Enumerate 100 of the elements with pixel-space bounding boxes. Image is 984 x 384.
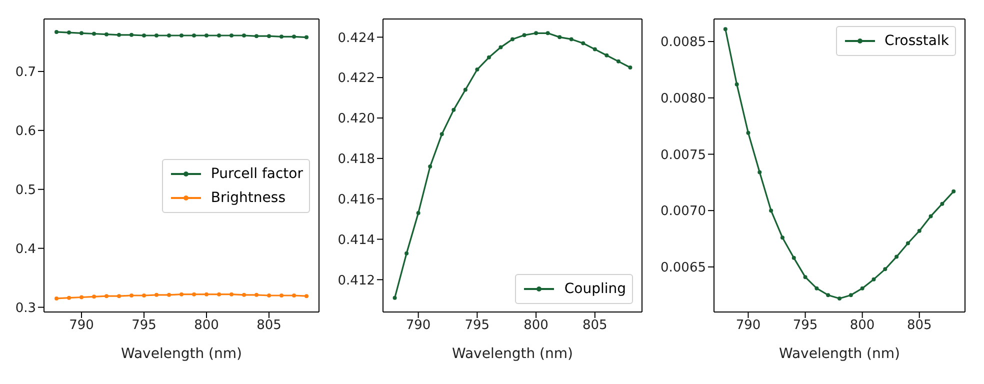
- x-tick-label: 800: [850, 318, 875, 334]
- x-axis-title: Wavelength (nm): [452, 346, 573, 362]
- point: [792, 256, 796, 260]
- point: [80, 31, 84, 36]
- point: [581, 41, 586, 46]
- point: [130, 293, 134, 298]
- legend-label: Purcell factor: [210, 165, 303, 184]
- point: [230, 34, 234, 38]
- y-tick-label: 0.6: [15, 124, 36, 140]
- point: [92, 294, 96, 299]
- point: [280, 34, 284, 39]
- x-tick-label: 795: [132, 318, 156, 334]
- y-tick-label: 0.7: [15, 65, 36, 80]
- y-tick-label: 0.422: [338, 71, 375, 86]
- point: [117, 294, 121, 298]
- point: [392, 296, 397, 300]
- point: [404, 251, 409, 256]
- y-tick-label: 0.3: [15, 300, 36, 316]
- point: [292, 34, 296, 39]
- point: [154, 34, 158, 38]
- point: [254, 292, 258, 297]
- point: [280, 293, 284, 298]
- point: [906, 241, 910, 246]
- x-tick-label: 790: [406, 318, 431, 334]
- point: [267, 293, 271, 298]
- y-tick-label: 0.424: [338, 30, 375, 46]
- y-tick-label: 0.0080: [660, 92, 706, 106]
- y-tick-label: 0.412: [338, 273, 375, 288]
- legend-label: Coupling: [564, 280, 626, 299]
- point: [723, 27, 728, 32]
- point: [522, 33, 526, 38]
- y-tick-label: 0.4: [15, 242, 36, 257]
- point: [734, 82, 739, 86]
- point: [769, 208, 774, 213]
- point: [486, 55, 491, 60]
- y-tick-label: 0.0065: [660, 260, 706, 276]
- point: [416, 210, 420, 215]
- point: [616, 59, 620, 64]
- y-tick-label: 0.416: [338, 192, 375, 208]
- point: [428, 164, 432, 169]
- point: [154, 292, 158, 297]
- point: [142, 34, 146, 38]
- point: [104, 32, 108, 36]
- x-axis-title: Wavelength (nm): [121, 346, 242, 362]
- x-axis-title: Wavelength (nm): [779, 346, 900, 362]
- point: [452, 108, 456, 112]
- point: [872, 277, 876, 282]
- point: [838, 296, 842, 300]
- point: [746, 130, 750, 135]
- point: [67, 296, 71, 300]
- point: [546, 31, 550, 36]
- point: [940, 202, 944, 206]
- x-tick-label: 790: [69, 318, 94, 334]
- point: [604, 53, 609, 58]
- point: [558, 35, 562, 40]
- point: [952, 189, 956, 194]
- point: [267, 34, 271, 38]
- x-tick-label: 795: [792, 318, 818, 334]
- point: [894, 254, 899, 259]
- y-tick-label: 0.420: [338, 112, 375, 127]
- point: [167, 292, 171, 297]
- point: [54, 30, 58, 34]
- point: [180, 292, 184, 296]
- point: [917, 228, 922, 233]
- point: [860, 286, 864, 290]
- point: [180, 34, 184, 38]
- point: [254, 34, 258, 38]
- point: [498, 45, 503, 50]
- point: [814, 286, 819, 290]
- point: [883, 267, 888, 272]
- point: [592, 47, 597, 52]
- point: [510, 37, 514, 42]
- point: [204, 34, 208, 38]
- point: [569, 37, 574, 42]
- point: [440, 132, 444, 136]
- point: [242, 292, 246, 297]
- y-tick-label: 0.5: [15, 182, 36, 198]
- x-tick-label: 795: [464, 318, 490, 334]
- point: [192, 34, 196, 38]
- point: [217, 292, 221, 296]
- x-tick-label: 805: [906, 318, 932, 334]
- point: [628, 65, 632, 70]
- point: [54, 296, 58, 300]
- y-tick-label: 0.418: [338, 152, 375, 168]
- legend-box: Coupling: [515, 274, 633, 304]
- point: [304, 35, 308, 40]
- x-tick-label: 800: [524, 318, 548, 334]
- point: [230, 292, 234, 296]
- point: [803, 275, 808, 280]
- point: [167, 34, 171, 38]
- legend-box: Crosstalk: [836, 26, 956, 56]
- legend-label: Brightness: [210, 189, 286, 208]
- point: [758, 170, 762, 174]
- point: [142, 293, 146, 298]
- x-tick-label: 805: [582, 318, 608, 334]
- point: [204, 292, 208, 296]
- point: [534, 31, 538, 36]
- y-tick-label: 0.0075: [660, 148, 706, 163]
- point: [192, 292, 196, 296]
- point: [928, 214, 933, 218]
